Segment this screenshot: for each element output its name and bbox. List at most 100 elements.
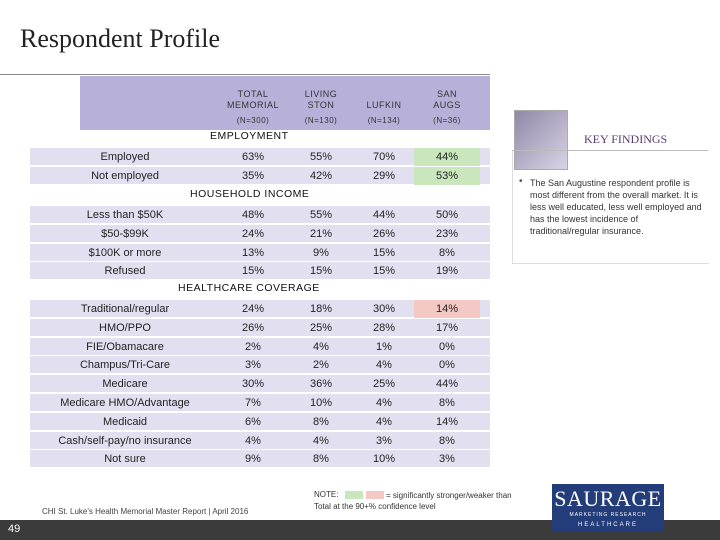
table-cell: 8% (313, 453, 329, 466)
row-label: HMO/PPO (99, 321, 151, 334)
column-header: TOTAL MEMORIAL (226, 89, 279, 110)
key-findings-rule (512, 150, 708, 151)
key-findings-box (512, 151, 709, 264)
table-cell: 35% (241, 169, 265, 182)
table-cell: 8% (439, 246, 455, 259)
column-n: (N=134) (367, 116, 401, 125)
table-cell: 7% (245, 397, 261, 409)
row-label: $50-$99K (101, 227, 149, 240)
table-cell: 10% (372, 453, 396, 466)
row-background (30, 262, 490, 281)
table-cell: 3% (376, 434, 392, 447)
header-band (80, 76, 490, 130)
row-label: FIE/Obamacare (86, 340, 164, 353)
row-background (30, 375, 490, 394)
table-cell: 4% (376, 359, 392, 372)
table-cell: 14% (414, 300, 480, 318)
row-label: Medicaid (102, 415, 148, 428)
table-cell: 50% (435, 209, 459, 221)
table-cell: 3% (439, 453, 455, 466)
table-cell: 15% (372, 246, 396, 259)
title-rule (0, 74, 490, 75)
row-background (30, 148, 490, 166)
row-label: Cash/self-pay/no insurance (58, 434, 192, 447)
table-cell: 4% (245, 434, 261, 447)
row-label: Medicare HMO/Advantage (60, 397, 190, 409)
slide-title: Respondent Profile (20, 24, 221, 53)
row-label: Not sure (104, 453, 146, 466)
table-cell: 30% (372, 303, 396, 315)
row-background (30, 318, 490, 337)
logo-subtext: MARKETING RESEARCH (569, 512, 647, 518)
bullet-dot: • (519, 176, 523, 187)
table-cell: 26% (372, 227, 396, 240)
key-findings-title: KEY FINDINGS (584, 132, 668, 146)
row-background (30, 412, 490, 431)
table-cell: 9% (245, 453, 261, 466)
table-cell: 15% (241, 265, 265, 278)
table-cell: 13% (241, 246, 265, 259)
table-cell: 19% (435, 265, 459, 278)
table-cell: 9% (313, 246, 329, 259)
section-title: HEALTHCARE COVERAGE (178, 282, 320, 294)
table-cell: 1% (376, 340, 392, 353)
column-n: (N=130) (304, 116, 338, 125)
table-cell: 23% (435, 227, 459, 240)
table-cell: 42% (309, 169, 333, 182)
column-header: SAN AUGS (433, 89, 461, 110)
table-cell: 14% (435, 415, 459, 428)
table-cell: 0% (439, 340, 455, 353)
row-background (30, 243, 490, 262)
logo-subtext: HEALTHCARE (578, 522, 638, 528)
table-cell: 44% (372, 209, 396, 221)
table-cell: 63% (241, 151, 265, 163)
table-cell: 6% (245, 415, 261, 428)
source: CHI St. Luke's Health Memorial Master Re… (42, 507, 249, 516)
table-cell: 55% (309, 209, 333, 221)
table-cell: 18% (309, 303, 333, 315)
row-background (30, 356, 490, 375)
column-n: (N=300) (236, 116, 270, 125)
table-cell: 4% (313, 434, 329, 447)
row-label: $100K or more (88, 246, 162, 259)
table-cell: 4% (376, 415, 392, 428)
table-cell: 4% (313, 340, 329, 353)
row-label: Employed (100, 151, 150, 163)
key-findings-image (514, 110, 568, 170)
table-cell: 55% (309, 151, 333, 163)
row-background (30, 224, 490, 243)
section-title: EMPLOYMENT (210, 130, 289, 142)
table-cell: 30% (241, 378, 265, 391)
table-cell: 15% (309, 265, 333, 278)
table-cell: 53% (414, 166, 480, 185)
row-background (30, 431, 490, 450)
section-title: HOUSEHOLD INCOME (190, 188, 310, 200)
table-cell: 21% (309, 227, 333, 240)
row-background (30, 337, 490, 356)
row-background (30, 206, 490, 224)
row-label: Refused (104, 265, 146, 278)
table-cell: 2% (313, 359, 329, 372)
row-label: Less than $50K (86, 209, 164, 221)
logo-text: SAURAGE (554, 486, 662, 511)
table-cell: 8% (439, 397, 455, 409)
note-swatch-green (345, 491, 363, 499)
table-cell: 15% (372, 265, 396, 278)
note-label: NOTE: (314, 490, 339, 499)
row-background (30, 450, 490, 469)
table-cell: 17% (435, 321, 459, 334)
table-cell: 8% (439, 434, 455, 447)
table-cell: 8% (313, 415, 329, 428)
table-cell: 24% (241, 303, 265, 315)
note-swatch-pink (366, 491, 384, 499)
row-label: Not employed (91, 169, 159, 182)
page-number: 49 (8, 523, 21, 535)
table-cell: 3% (245, 359, 261, 372)
row-label: Champus/Tri-Care (79, 359, 171, 372)
table-cell: 44% (414, 148, 480, 166)
column-header: LUFKIN (366, 100, 402, 110)
table-cell: 24% (241, 227, 265, 240)
table-cell: 48% (241, 209, 265, 221)
table-cell: 26% (241, 321, 265, 334)
row-background (30, 394, 490, 412)
